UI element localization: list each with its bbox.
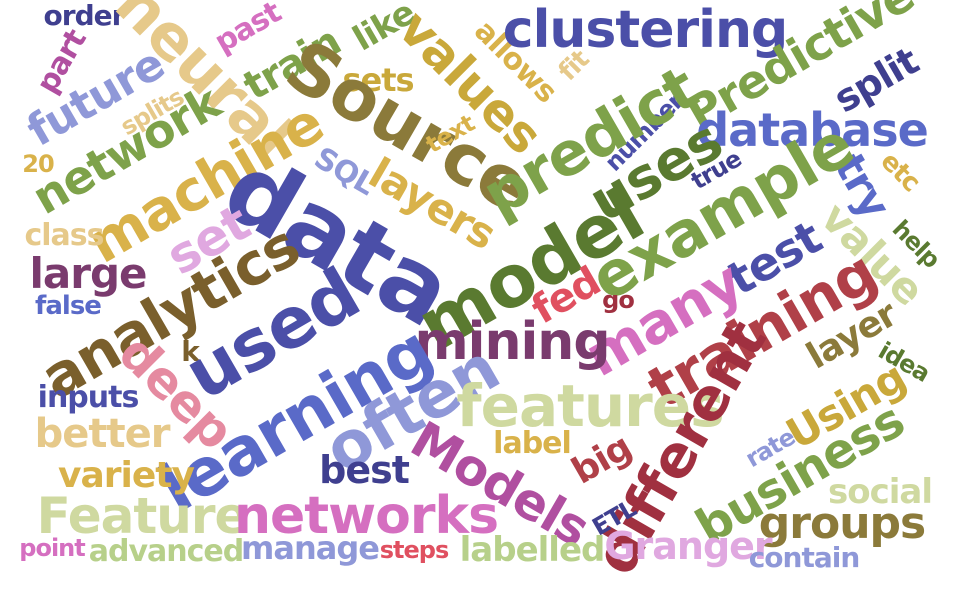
word: variety xyxy=(58,455,195,496)
word: false xyxy=(35,291,102,321)
word: clustering xyxy=(502,0,788,60)
word: networks xyxy=(233,486,499,546)
word: sets xyxy=(342,61,414,99)
word: better xyxy=(34,411,171,457)
word: groups xyxy=(758,498,926,549)
word: large xyxy=(29,249,147,298)
word: inputs xyxy=(37,380,140,415)
word: manage xyxy=(241,529,380,567)
word: best xyxy=(319,448,410,492)
word: advanced xyxy=(88,534,244,569)
word: 20 xyxy=(22,150,54,178)
word: contain xyxy=(748,541,861,574)
word: go xyxy=(602,286,635,314)
word: features xyxy=(456,372,724,440)
word: social xyxy=(827,472,933,512)
word: database xyxy=(696,103,929,157)
word: label xyxy=(493,426,572,461)
word: k xyxy=(181,335,200,368)
word: order xyxy=(43,0,126,32)
word: class xyxy=(24,218,104,253)
word: Feature xyxy=(36,487,249,545)
word: point xyxy=(19,534,85,562)
word: steps xyxy=(379,536,449,564)
word: mining xyxy=(414,312,610,372)
word: labelled xyxy=(459,530,606,570)
word: Granger xyxy=(604,524,772,568)
